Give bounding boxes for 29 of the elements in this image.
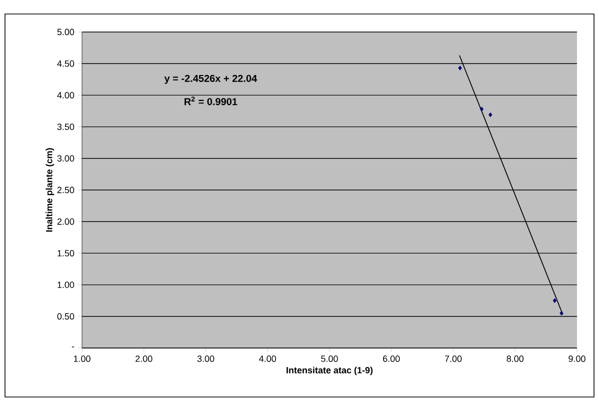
x-tick-label: 7.00 [444, 356, 462, 362]
x-tick-label: 3.00 [197, 356, 214, 362]
x-tick-label: 1.00 [74, 356, 90, 362]
y-tick-label: - [72, 346, 74, 348]
y-tick-label: 0.50 [57, 313, 74, 320]
x-tick-label: 2.00 [136, 356, 152, 362]
y-tick-label: 1.50 [58, 250, 74, 256]
x-tick-label: 5.00 [321, 356, 338, 362]
point [560, 310, 564, 316]
y-tick-label: 5.00 [57, 28, 74, 36]
point [458, 66, 462, 70]
annotation: y = -2.4526x + 22.04 [164, 74, 258, 84]
y-tick-label: 3.00 [57, 155, 74, 162]
point [480, 106, 484, 112]
y-tick-label: 2.00 [57, 218, 74, 225]
x-axis-title: Intensitate atac (1-9) [286, 366, 373, 376]
x-tick-label: 9.00 [568, 356, 586, 362]
y-tick-label: 4.50 [57, 60, 74, 67]
y-axis-title: Inaltime plante (cm) [46, 148, 54, 232]
y-tick-label: 1.00 [58, 282, 74, 288]
y-tick-label: 4.00 [57, 92, 74, 98]
point [552, 298, 557, 303]
point [488, 112, 492, 118]
y-tick-label: 2.50 [57, 186, 74, 194]
x-tick-label: 4.00 [259, 356, 276, 362]
text: R$^{2}$ = 0.9901 [184, 96, 238, 106]
x-tick-label: 6.00 [383, 356, 400, 362]
x-tick-label: 8.00 [506, 356, 524, 362]
y-tick-label: 3.50 [57, 124, 74, 130]
